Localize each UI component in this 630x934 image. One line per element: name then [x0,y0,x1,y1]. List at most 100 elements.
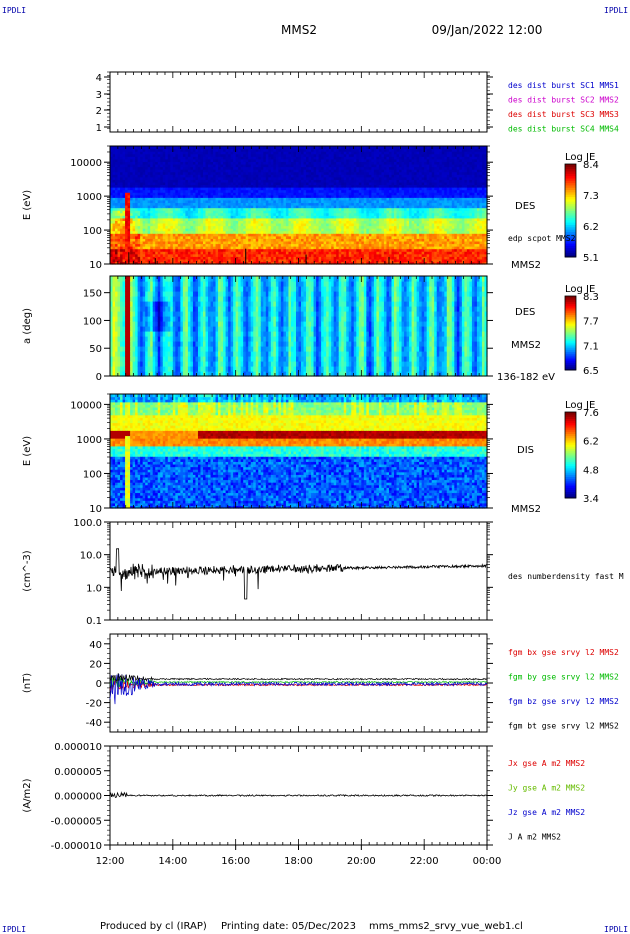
spectrogram-cell [165,258,169,263]
spectrogram-cell [200,253,204,257]
spectrogram-cell [170,251,174,255]
spectrogram-cell [142,253,146,257]
spectrogram-cell [167,192,171,196]
spectrogram-cell [185,197,189,201]
spectrogram-cell [213,169,217,173]
spectrogram-cell [185,261,189,265]
spectrogram-cell [213,233,217,237]
spectrogram-cell [220,184,224,188]
spectrogram-cell [218,246,222,250]
spectrogram-cell [117,202,121,206]
spectrogram-cell [157,215,161,219]
spectrogram-cell [110,230,114,234]
spectrogram-cell [120,202,124,206]
spectrogram-cell [135,253,139,257]
spectrogram-cell [210,199,214,204]
spectrogram-cell [162,146,166,150]
spectrogram-cell [135,233,139,237]
spectrogram-cell [210,243,214,247]
spectrogram-cell [122,248,126,252]
spectrogram-cell [147,169,151,173]
spectrogram-cell [200,251,204,255]
spectrogram-cell [218,210,222,214]
spectrogram-cell [180,251,184,255]
spectrogram-cell [110,228,114,232]
spectrogram-cell [132,246,136,250]
spectrogram-cell [197,222,202,227]
spectrogram-cell [115,228,119,232]
spectrogram-cell [165,243,169,247]
spectrogram-cell [185,217,189,221]
spectrogram-cell [140,207,144,211]
spectrogram-cell [182,240,186,245]
spectrogram-cell [145,217,149,221]
spectrogram-cell [200,230,204,234]
spectrogram-cell [162,184,166,188]
spectrogram-cell [170,230,174,234]
spectrogram-cell [160,169,164,173]
spectrogram-cell [197,171,202,175]
spectrogram-cell [223,240,227,245]
spectrogram-cell [147,228,151,232]
spectrogram-cell [190,166,194,170]
spectrogram-cell [205,171,209,175]
spectrogram-cell [190,235,194,239]
spectrogram-cell [125,184,129,188]
spectrogram-cell [172,220,176,224]
spectrogram-cell [172,233,176,237]
spectrogram-cell [215,233,219,237]
spectrogram-cell [145,148,149,152]
spectrogram-cell [140,169,144,173]
spectrogram-cell [122,171,126,175]
spectrogram-cell [182,156,186,160]
spectrogram-cell [152,261,156,265]
spectrogram-cell [125,261,129,265]
spectrogram-cell [140,258,144,263]
spectrogram-cell [127,194,131,198]
spectrogram-cell [135,179,139,183]
spectrogram-cell [192,146,197,150]
spectrogram-cell [175,194,179,198]
spectrogram-cell [155,156,159,160]
spectrogram-cell [155,248,159,252]
spectrogram-cell [172,217,176,221]
spectrogram-cell [117,212,121,216]
spectrogram-cell [115,171,119,175]
spectrogram-cell [130,192,134,196]
spectrogram-cell [125,146,129,150]
spectrogram-cell [150,233,154,237]
spectrogram-cell [120,238,124,242]
spectrogram-cell [120,225,124,229]
spectrogram-cell [165,248,169,252]
spectrogram-cell [152,184,156,188]
spectrogram-cell [157,230,161,234]
spectrogram-cell [152,240,156,245]
spectrogram-cell [157,176,161,180]
spectrogram-cell [205,238,209,242]
spectrogram-cell [180,156,184,160]
spectrogram-cell [125,217,129,221]
spectrogram-cell [208,251,212,255]
spectrogram-cell [220,181,224,186]
spectrogram-cell [177,181,181,186]
spectrogram-cell [175,179,179,183]
spectrogram-cell [112,261,116,265]
spectrogram-cell [150,230,154,234]
spectrogram-cell [162,181,166,186]
spectrogram-cell [170,238,174,242]
spectrogram-cell [160,163,164,168]
spectrogram-cell [140,235,144,239]
spectrogram-cell [177,222,181,227]
spectrogram-cell [145,246,149,250]
spectrogram-cell [218,174,222,178]
spectrogram-cell [195,151,199,155]
spectrogram-cell [135,166,139,170]
spectrogram-cell [208,261,212,265]
spectrogram-cell [160,202,164,206]
spectrogram-cell [170,171,174,175]
spectrogram-cell [170,176,174,180]
spectrogram-cell [182,197,186,201]
spectrogram-cell [223,158,227,162]
spectrogram-cell [210,253,214,257]
spectrogram-cell [160,228,164,232]
